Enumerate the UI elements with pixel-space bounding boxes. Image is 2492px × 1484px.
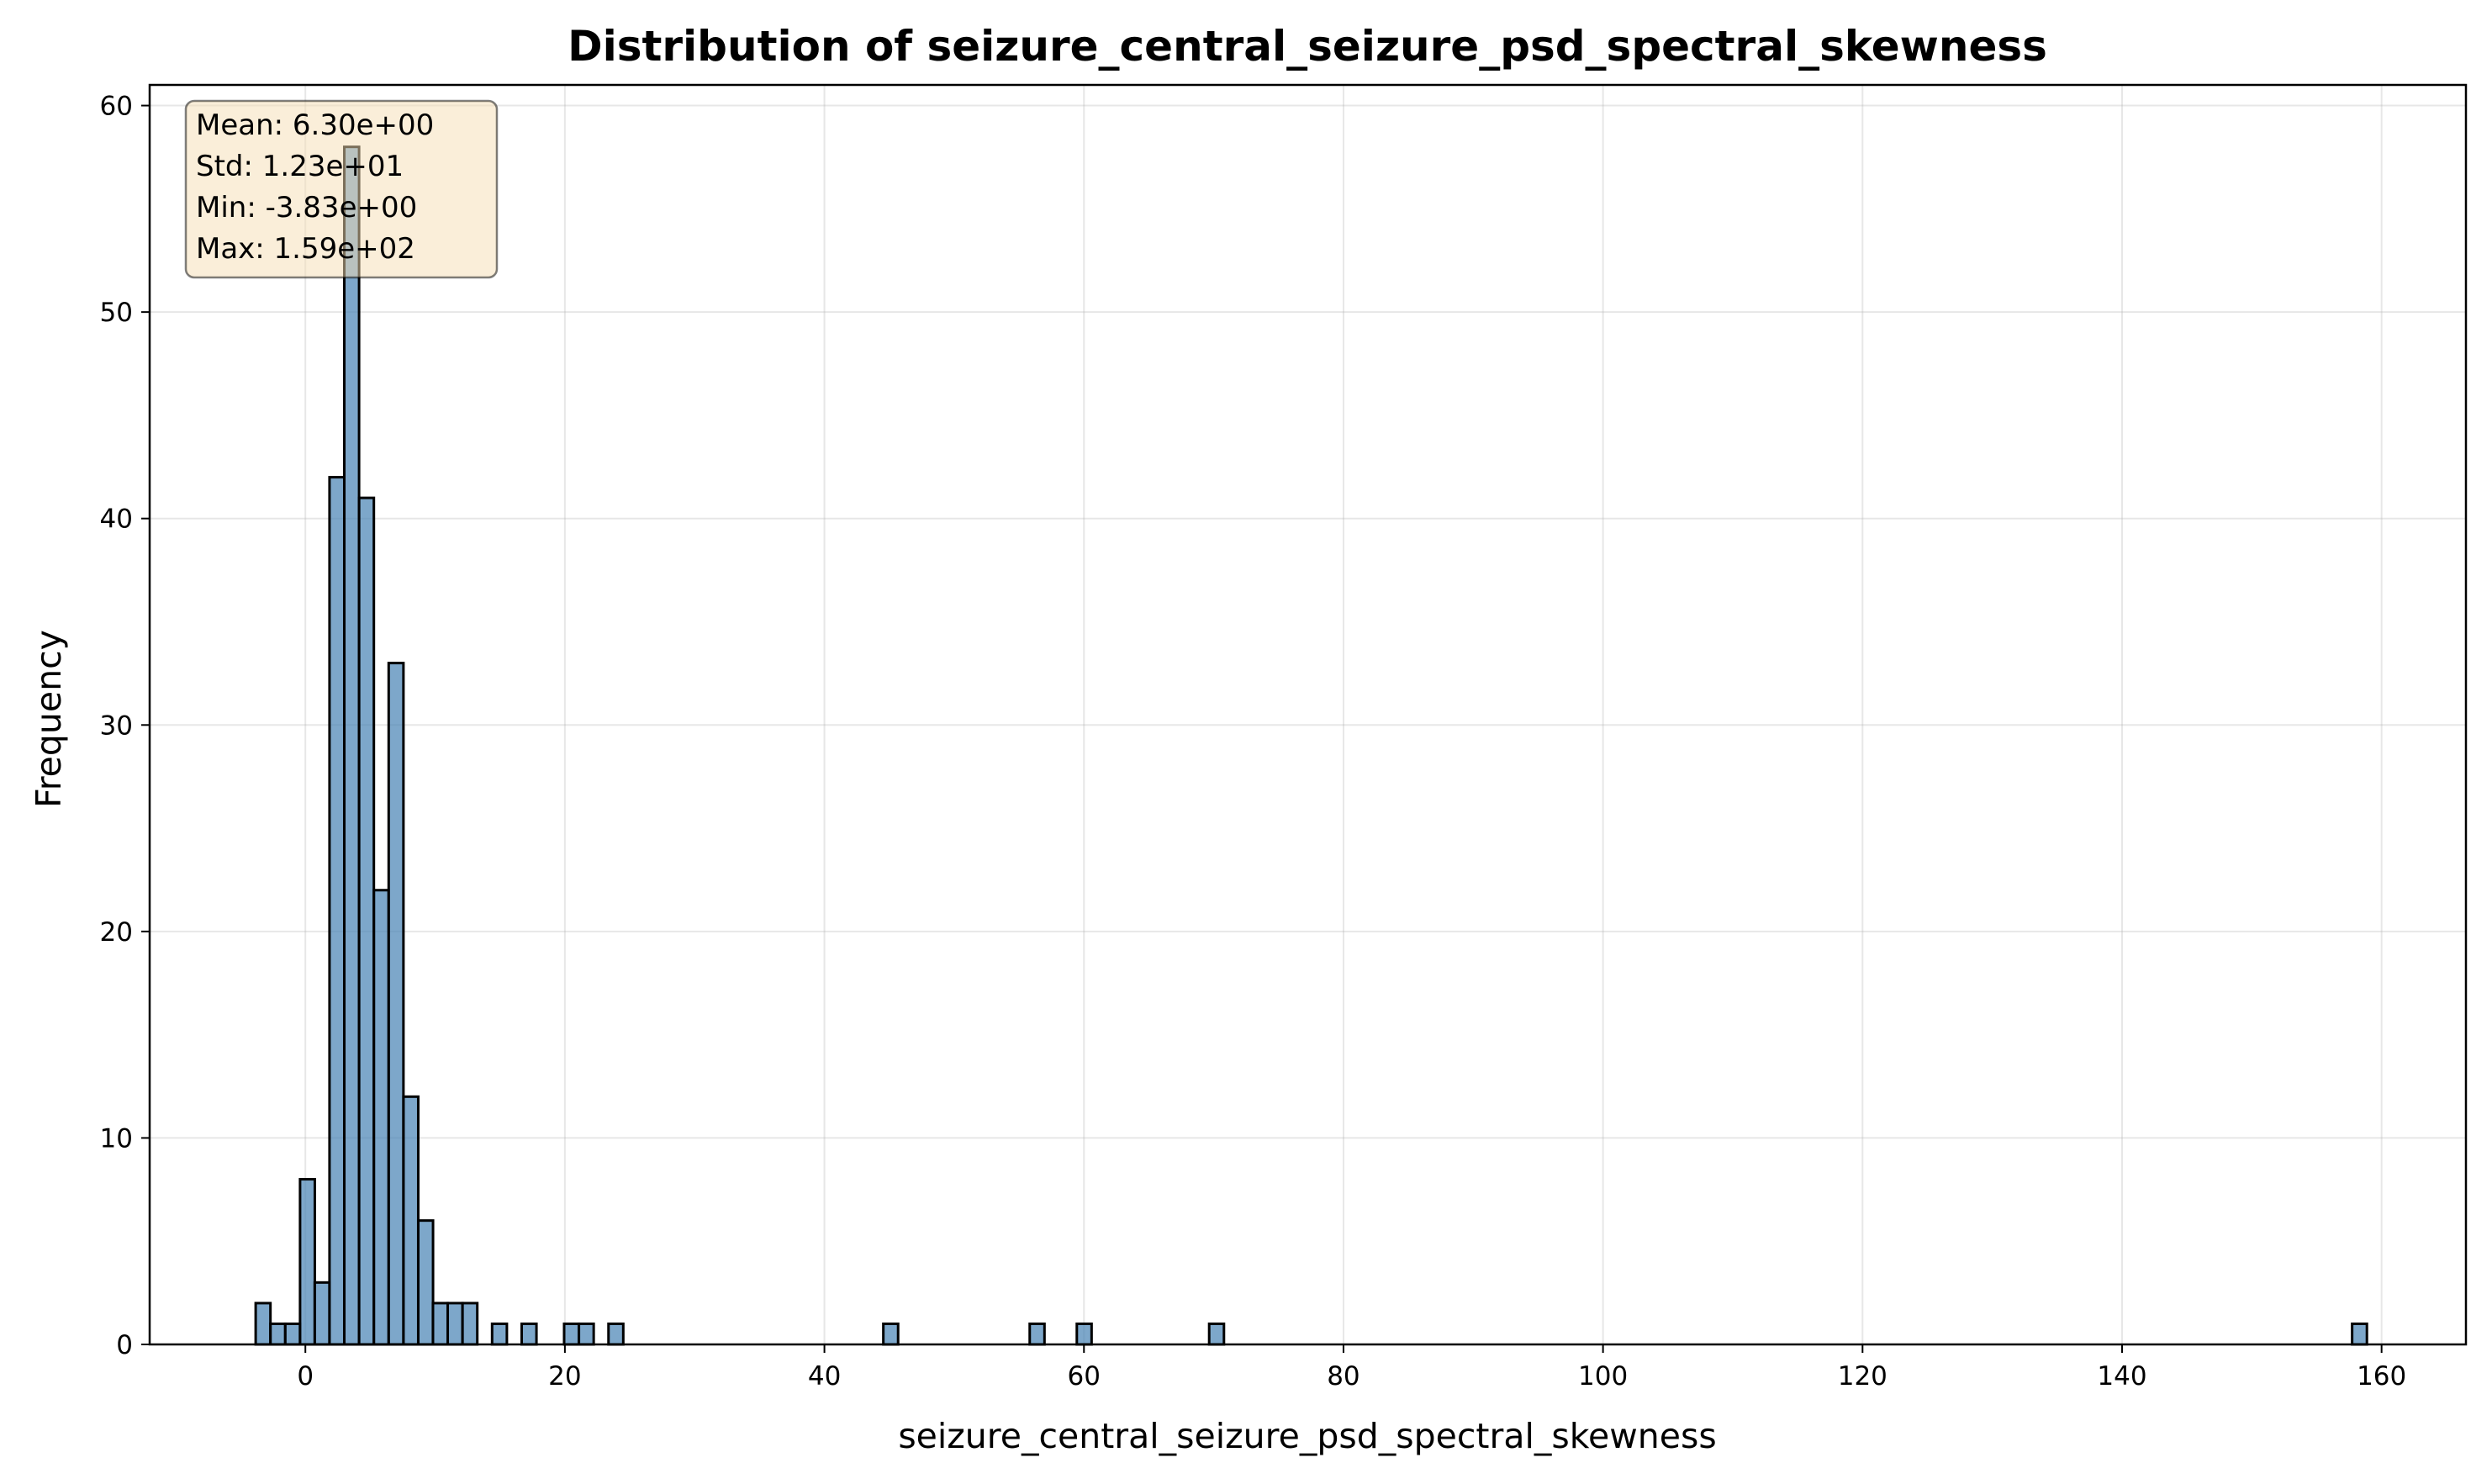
x-tick-label: 140 xyxy=(2097,1361,2146,1392)
histogram-bar xyxy=(372,889,390,1346)
plot-frame xyxy=(148,83,2468,1346)
stats-box-background xyxy=(184,99,499,279)
histogram-bars xyxy=(254,145,2368,1346)
histogram-bar xyxy=(461,1302,479,1346)
stats-min: Min: -3.83e+00 xyxy=(196,191,417,224)
histogram-bar xyxy=(607,1322,625,1346)
stats-box: Mean: 6.30e+00 Std: 1.23e+01 Min: -3.83e… xyxy=(184,99,499,279)
histogram-bar xyxy=(328,476,346,1346)
histogram-bar xyxy=(357,496,376,1346)
y-tick-label: 0 xyxy=(116,1330,133,1360)
stats-mean: Mean: 6.30e+00 xyxy=(196,108,434,142)
histogram-bar xyxy=(578,1322,595,1346)
histogram-bar xyxy=(313,1281,331,1346)
histogram-bar xyxy=(520,1322,538,1346)
x-tick-label: 100 xyxy=(1578,1361,1628,1392)
histogram-bar xyxy=(562,1322,581,1346)
grid-lines xyxy=(150,85,2466,1345)
chart-title: Distribution of seizure_central_seizure_… xyxy=(568,22,2047,71)
y-tick-label: 10 xyxy=(100,1123,133,1154)
histogram-bar xyxy=(2351,1322,2368,1346)
histogram-bar xyxy=(1075,1322,1093,1346)
x-tick-label: 40 xyxy=(808,1361,841,1392)
axis-ticks: 0 20 40 60 80 100 120 140 160 0 10 20 30 40 50 60 xyxy=(100,92,2407,1392)
x-tick-label: 80 xyxy=(1327,1361,1360,1392)
x-tick-label: 0 xyxy=(297,1361,314,1392)
y-axis-label: Frequency xyxy=(29,630,69,808)
histogram-bar xyxy=(446,1302,464,1346)
histogram-bar xyxy=(298,1178,316,1346)
x-tick-label: 60 xyxy=(1068,1361,1101,1392)
histogram-bar xyxy=(402,1095,420,1346)
histogram-bar xyxy=(416,1219,435,1346)
y-tick-label: 60 xyxy=(100,92,133,122)
histogram-bar xyxy=(283,1322,302,1346)
histogram-bar xyxy=(269,1322,287,1346)
stats-std: Std: 1.23e+01 xyxy=(196,150,404,183)
y-tick-label: 20 xyxy=(100,917,133,948)
histogram-bar xyxy=(431,1302,450,1346)
x-axis-label: seizure_central_seizure_psd_spectral_ske… xyxy=(898,1416,1716,1456)
x-tick-label: 160 xyxy=(2357,1361,2406,1392)
histogram-bar xyxy=(882,1322,900,1346)
histogram-bar xyxy=(387,662,405,1346)
y-tick-label: 30 xyxy=(100,710,133,741)
histogram-bar xyxy=(1207,1322,1226,1346)
y-tick-label: 40 xyxy=(100,504,133,535)
histogram-bar xyxy=(490,1322,509,1346)
x-tick-label: 20 xyxy=(548,1361,581,1392)
histogram-bar xyxy=(1028,1322,1046,1346)
histogram-bar xyxy=(254,1302,272,1346)
x-tick-label: 120 xyxy=(1838,1361,1887,1392)
y-tick-label: 50 xyxy=(100,298,133,328)
stats-max: Max: 1.59e+02 xyxy=(196,232,415,266)
histogram-bar xyxy=(343,145,361,1346)
